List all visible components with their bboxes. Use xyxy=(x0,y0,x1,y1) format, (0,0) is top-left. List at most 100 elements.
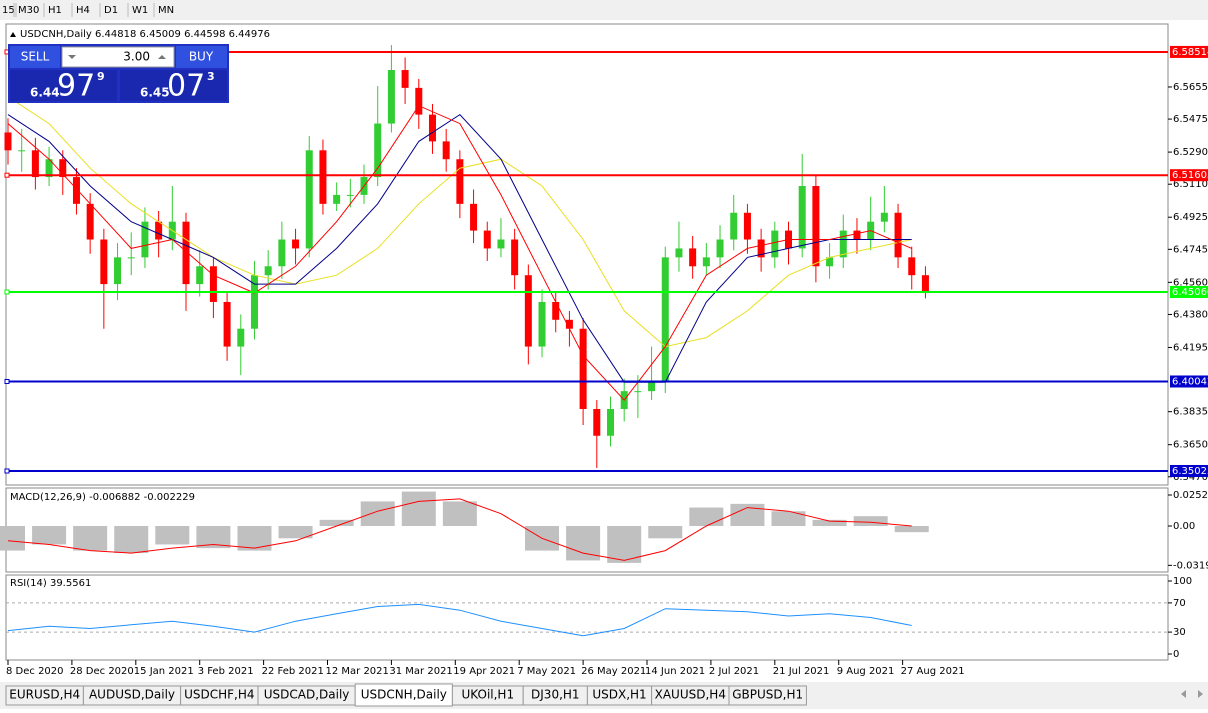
y-tick-label: 6.36500 xyxy=(1173,440,1208,451)
macd-bar xyxy=(155,526,190,545)
sell-price-sup[interactable]: 9 xyxy=(97,70,105,83)
macd-bar xyxy=(278,526,313,539)
candle-body xyxy=(59,159,67,178)
x-tick-label: 22 Feb 2021 xyxy=(262,666,324,677)
symbol-tab-label[interactable]: GBPUSD,H1 xyxy=(732,688,803,702)
x-tick-label: 14 Jun 2021 xyxy=(645,666,705,677)
chart-icon xyxy=(10,32,16,37)
indicator-title: MACD(12,26,9) -0.006882 -0.002229 xyxy=(10,492,195,503)
toolbar xyxy=(0,0,1208,20)
macd-bar xyxy=(648,526,683,539)
macd-signal xyxy=(7,498,912,561)
y-tick-label: 6.49250 xyxy=(1173,212,1208,223)
timeframe-button[interactable]: MN xyxy=(158,5,174,16)
level-handle xyxy=(4,289,10,295)
symbol-tab-label[interactable]: USDCNH,Daily xyxy=(361,688,447,702)
candle-body xyxy=(511,239,519,276)
candle-body xyxy=(921,275,929,294)
sell-price-big[interactable]: 97 xyxy=(57,69,95,104)
sell-button[interactable] xyxy=(10,46,60,68)
candle-body xyxy=(305,150,313,249)
moving-average xyxy=(7,96,912,348)
macd-bar xyxy=(607,526,642,563)
y-tick-label: 6.47450 xyxy=(1173,244,1208,255)
buy-label[interactable]: BUY xyxy=(189,50,214,64)
level-label-box xyxy=(1170,285,1208,298)
candle-body xyxy=(428,114,436,142)
candle-body xyxy=(675,248,683,258)
rsi-line xyxy=(7,603,912,637)
candle-body xyxy=(853,230,861,240)
candle-body xyxy=(716,239,724,258)
buy-price-sup[interactable]: 3 xyxy=(207,70,215,83)
symbol-tab-label[interactable]: USDCAD,Daily xyxy=(264,688,350,702)
y-tick-label: 6.56550 xyxy=(1173,82,1208,93)
level-label: 6.40042 xyxy=(1172,376,1208,387)
candle-body xyxy=(415,87,423,115)
candle-body xyxy=(470,203,478,231)
x-tick-label: 15 Jan 2021 xyxy=(134,666,194,677)
candle-body xyxy=(908,257,916,276)
candle-body xyxy=(223,301,231,347)
symbol-tab-label[interactable]: AUDUSD,Daily xyxy=(89,688,175,702)
candle-body xyxy=(319,150,327,204)
macd-bar xyxy=(401,491,436,527)
timeframe-button[interactable]: D1 xyxy=(104,5,118,16)
macd-bar xyxy=(319,519,354,527)
candle-body xyxy=(524,275,532,347)
level-handle xyxy=(4,468,10,474)
y-tick-label: 6.54750 xyxy=(1173,114,1208,125)
candle-body xyxy=(497,239,505,249)
x-tick-label: 8 Dec 2020 xyxy=(6,666,64,677)
candle-body xyxy=(4,132,12,151)
x-tick-label: 26 May 2021 xyxy=(581,666,646,677)
candle-body xyxy=(346,194,354,196)
lots-field[interactable] xyxy=(61,46,175,68)
candle-body xyxy=(31,150,39,178)
candle-body xyxy=(250,275,258,329)
x-tick-label: 9 Aug 2021 xyxy=(837,666,895,677)
moving-average xyxy=(7,105,912,401)
buy-price-prefix[interactable]: 6.45 xyxy=(140,86,170,100)
x-tick-label: 21 Jul 2021 xyxy=(773,666,830,677)
timeframe-button[interactable]: H1 xyxy=(48,5,62,16)
macd-bar xyxy=(114,526,149,554)
symbol-tab-label[interactable]: USDX,H1 xyxy=(592,688,646,702)
timeframe-button[interactable]: 15 xyxy=(2,5,15,16)
indicator-title: RSI(14) 39.5561 xyxy=(10,578,91,589)
buy-price-box[interactable] xyxy=(120,70,227,101)
y-tick-label: 6.52900 xyxy=(1173,147,1208,158)
symbol-tab-label[interactable]: USDCHF,H4 xyxy=(184,688,254,702)
symbol-tab-label[interactable]: XAUUSD,H4 xyxy=(655,688,726,702)
buy-price-big[interactable]: 07 xyxy=(167,69,205,104)
symbol-tab-label[interactable]: UKOil,H1 xyxy=(462,688,515,702)
timeframe-button[interactable]: M30 xyxy=(18,5,39,16)
macd-bar xyxy=(73,526,108,551)
y-tick-label: 6.41950 xyxy=(1173,342,1208,353)
level-label-box xyxy=(1170,45,1208,58)
candle-body xyxy=(579,328,587,409)
sell-price-box[interactable] xyxy=(10,70,117,101)
symbol-tab-label[interactable]: EURUSD,H4 xyxy=(9,688,80,702)
candle-body xyxy=(155,221,163,240)
timeframe-button[interactable]: W1 xyxy=(132,5,148,16)
y-tick-label: 70 xyxy=(1173,598,1186,609)
sell-price-prefix[interactable]: 6.44 xyxy=(30,86,60,100)
level-label-box xyxy=(1170,464,1208,477)
candle-body xyxy=(100,239,108,285)
candle-body xyxy=(538,301,546,347)
buy-button[interactable] xyxy=(176,46,227,68)
level-label: 6.45060 xyxy=(1172,287,1208,298)
tab-scroll[interactable] xyxy=(1181,690,1203,698)
sell-label[interactable]: SELL xyxy=(21,50,50,64)
symbol-tab[interactable] xyxy=(728,685,807,706)
y-tick-label: 6.51100 xyxy=(1173,179,1208,190)
candle-body xyxy=(552,301,560,320)
y-tick-label: 0.00 xyxy=(1173,521,1195,532)
lots-value[interactable]: 3.00 xyxy=(123,50,150,64)
timeframe-button[interactable]: H4 xyxy=(76,5,90,16)
symbol-tab-label[interactable]: DJ30,H1 xyxy=(531,688,580,702)
candle-body xyxy=(141,221,149,258)
candle-body xyxy=(730,212,738,240)
